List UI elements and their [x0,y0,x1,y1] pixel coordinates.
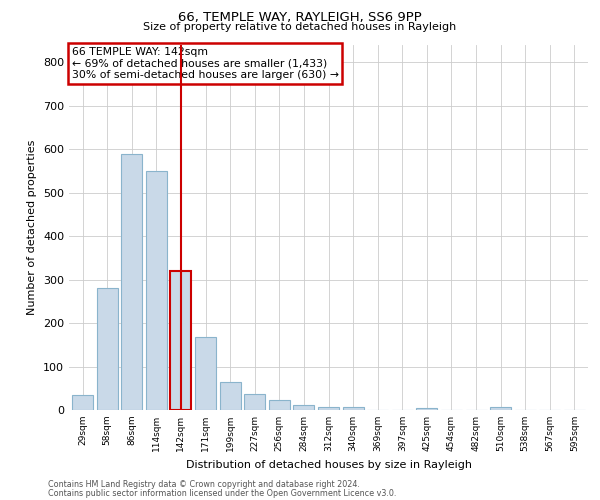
Bar [490,406,511,410]
Y-axis label: Number of detached properties: Number of detached properties [28,140,37,315]
X-axis label: Distribution of detached houses by size in Rayleigh: Distribution of detached houses by size … [185,460,472,469]
Bar [146,171,167,410]
Bar [121,154,142,410]
Bar [244,394,265,410]
Text: Contains public sector information licensed under the Open Government Licence v3: Contains public sector information licen… [48,488,397,498]
Text: 66 TEMPLE WAY: 142sqm
← 69% of detached houses are smaller (1,433)
30% of semi-d: 66 TEMPLE WAY: 142sqm ← 69% of detached … [71,47,338,80]
Bar [195,337,216,410]
Text: Contains HM Land Registry data © Crown copyright and database right 2024.: Contains HM Land Registry data © Crown c… [48,480,360,489]
Bar [170,271,191,410]
Text: Size of property relative to detached houses in Rayleigh: Size of property relative to detached ho… [143,22,457,32]
Bar [220,382,241,410]
Bar [416,408,437,410]
Text: 66, TEMPLE WAY, RAYLEIGH, SS6 9PP: 66, TEMPLE WAY, RAYLEIGH, SS6 9PP [178,11,422,24]
Bar [293,405,314,410]
Bar [97,288,118,410]
Bar [72,395,93,410]
Bar [318,406,339,410]
Bar [343,406,364,410]
Bar [269,400,290,410]
